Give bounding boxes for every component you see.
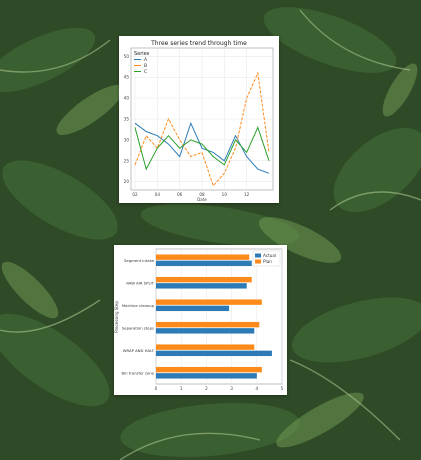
line-x-tick-label: 10 [222, 192, 228, 197]
bar-plan [156, 344, 255, 350]
line-x-tick-label: 12 [244, 192, 250, 197]
line-legend-label: C [144, 69, 147, 75]
bar-chart-panel: Segment intake RAW AIR SPLIT Machine clean… [114, 245, 287, 395]
line-y-tick-label: 25 [124, 158, 130, 163]
line-y-tick-label: 50 [124, 54, 130, 59]
bar-x-tick-label: 5 [281, 386, 284, 391]
line-y-tick-label: 40 [124, 96, 130, 101]
line-chart-panel: Three series trend through time 20 25 30 35… [119, 36, 279, 203]
bar-category-labels: Segment intake RAW AIR SPLIT Machine clean… [121, 258, 154, 376]
bar-plan [156, 366, 262, 373]
bar-category-label: Segment intake [124, 258, 155, 263]
bar-category-label: Bin transfer zone [121, 370, 154, 375]
line-legend-label: A [144, 57, 148, 63]
bar-plan [156, 299, 262, 305]
bar-series-group [156, 254, 272, 379]
bar-chart: Segment intake RAW AIR SPLIT Machine clean… [114, 248, 284, 391]
line-x-tick-label: 02 [132, 192, 138, 197]
line-gridlines [131, 48, 273, 190]
bar-legend-label: Plan [263, 259, 272, 264]
bar-category-label: Machine cleanup [122, 303, 155, 308]
bar-y-axis-label: Processing Step [114, 301, 119, 333]
line-legend-label: B [144, 63, 147, 69]
bar-legend-swatch [255, 259, 261, 264]
bar-actual [156, 260, 252, 267]
bar-x-tick-labels: 0 1 2 3 4 5 [155, 386, 284, 391]
bar-x-tick-label: 3 [230, 386, 233, 391]
line-series-group [134, 71, 270, 187]
line-legend: Series ABC [134, 51, 150, 75]
line-y-tick-label: 35 [124, 117, 130, 122]
bar-gridlines [155, 249, 283, 384]
line-chart-title: Three series trend through time [150, 40, 247, 47]
bar-plot-frame [155, 248, 283, 385]
bar-plan [156, 254, 250, 260]
line-x-tick-labels: 02 04 06 08 10 12 [132, 192, 249, 197]
bar-actual [156, 283, 247, 289]
line-x-axis-label: Date [197, 197, 207, 202]
bar-legend-swatch [255, 253, 261, 258]
bar-category-label: RAW AIR SPLIT [126, 280, 154, 285]
bar-x-tick-label: 1 [180, 386, 183, 391]
bar-actual [156, 305, 230, 312]
line-y-tick-label: 45 [124, 75, 130, 80]
line-x-tick-label: 08 [199, 192, 205, 197]
bar-x-tick-label: 2 [205, 386, 208, 391]
bar-plan [156, 276, 252, 283]
bar-plan [156, 321, 260, 328]
line-chart: Three series trend through time 20 25 30 35… [124, 40, 274, 202]
line-series-C [134, 126, 270, 171]
bar-category-label: Separation steps [122, 325, 154, 330]
bar-actual [156, 350, 272, 357]
line-y-tick-label: 20 [124, 179, 130, 184]
bar-actual [156, 328, 255, 334]
line-y-tick-label: 30 [124, 137, 130, 142]
line-y-tick-labels: 20 25 30 35 40 45 50 [124, 54, 130, 184]
bar-x-tick-label: 4 [255, 386, 258, 391]
line-x-tick-label: 04 [155, 192, 161, 197]
bar-category-label: WRAP AND HALT [123, 348, 155, 353]
line-legend-title: Series [134, 51, 150, 57]
bar-legend-label: Actual [263, 253, 276, 258]
bar-actual [156, 373, 257, 379]
bar-x-tick-label: 0 [155, 386, 158, 391]
line-x-tick-label: 06 [177, 192, 183, 197]
line-series-A [134, 121, 270, 174]
